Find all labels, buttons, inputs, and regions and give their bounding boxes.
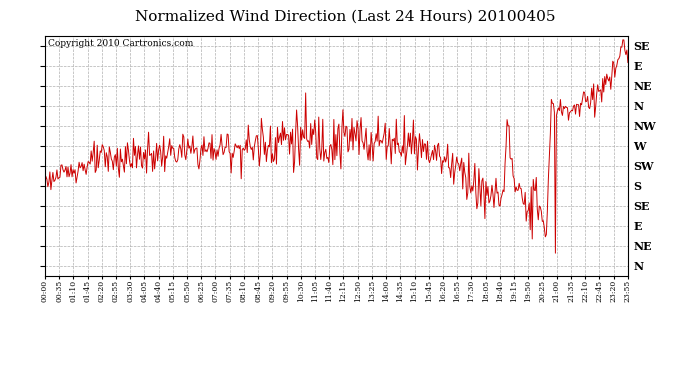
Text: Normalized Wind Direction (Last 24 Hours) 20100405: Normalized Wind Direction (Last 24 Hours… [135,9,555,23]
Text: Copyright 2010 Cartronics.com: Copyright 2010 Cartronics.com [48,39,193,48]
